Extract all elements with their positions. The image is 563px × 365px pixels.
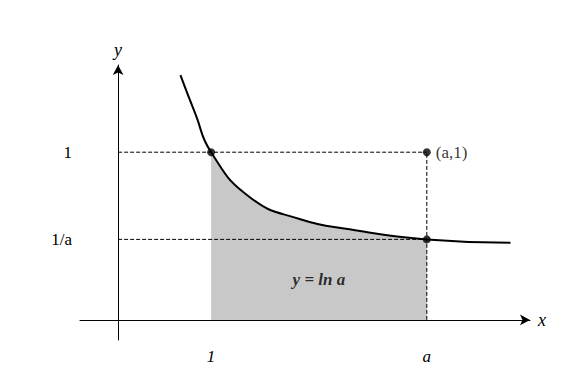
svg-text:a: a [423, 347, 432, 365]
svg-text:(a,1): (a,1) [436, 143, 468, 162]
svg-text:x: x [537, 310, 546, 330]
svg-text:y: y [112, 40, 122, 60]
svg-text:1/a: 1/a [51, 230, 72, 249]
svg-text:y = ln a: y = ln a [291, 270, 346, 289]
svg-text:1: 1 [207, 347, 216, 365]
svg-text:1: 1 [64, 143, 73, 162]
